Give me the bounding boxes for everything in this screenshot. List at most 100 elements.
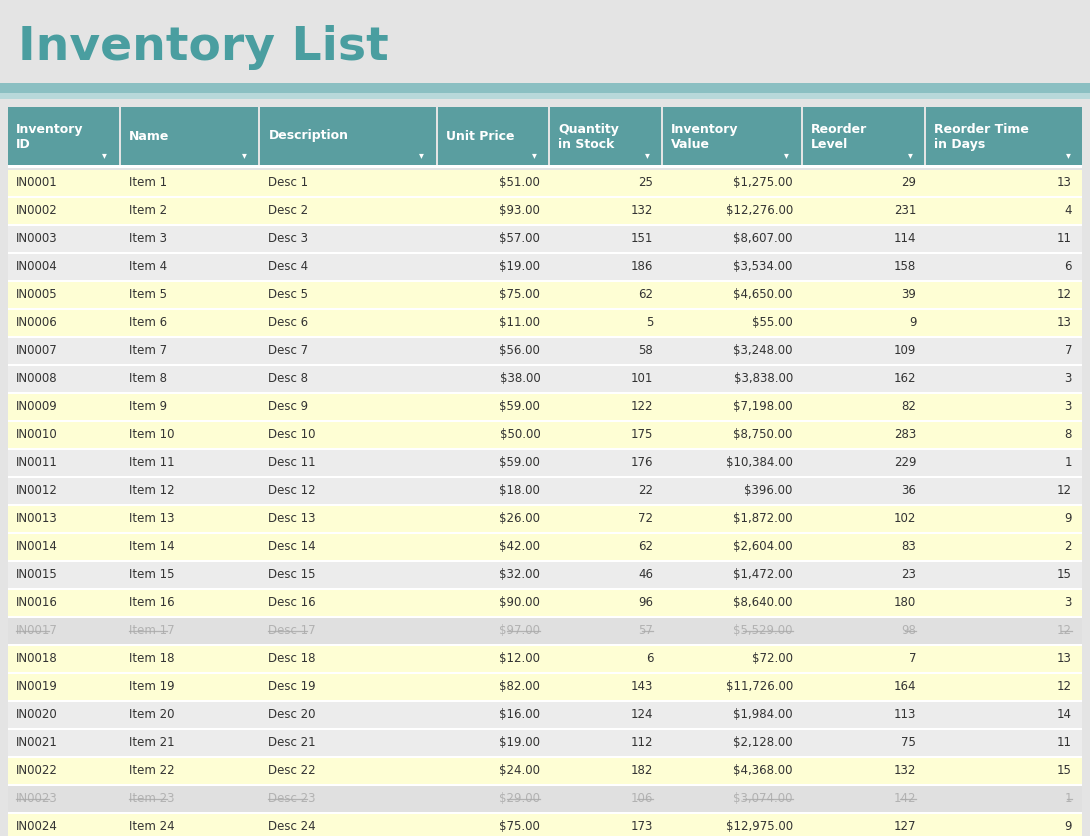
Text: Quantity: Quantity	[558, 123, 619, 135]
Bar	[802, 107, 924, 165]
Text: IN0001: IN0001	[16, 176, 58, 190]
Text: IN0022: IN0022	[16, 764, 58, 777]
Text: IN0009: IN0009	[16, 400, 58, 414]
Text: IN0004: IN0004	[16, 261, 58, 273]
Text: 158: 158	[894, 261, 917, 273]
Text: 58: 58	[639, 344, 653, 358]
Text: ▾: ▾	[102, 150, 107, 160]
Text: $16.00: $16.00	[499, 708, 541, 721]
Text: $1,872.00: $1,872.00	[734, 512, 792, 526]
Text: ▾: ▾	[532, 150, 536, 160]
Text: IN0005: IN0005	[16, 288, 58, 302]
Text: 229: 229	[894, 456, 917, 470]
Bar	[8, 784, 1082, 786]
Text: Desc 4: Desc 4	[268, 261, 308, 273]
Text: 13: 13	[1057, 176, 1071, 190]
Text: $26.00: $26.00	[499, 512, 541, 526]
Bar	[8, 196, 1082, 198]
Text: 6: 6	[645, 653, 653, 665]
Text: IN0010: IN0010	[16, 429, 58, 441]
Text: $11.00: $11.00	[499, 317, 541, 329]
Text: IN0012: IN0012	[16, 485, 58, 497]
Bar	[8, 532, 1082, 534]
Text: 127: 127	[894, 820, 917, 833]
Text: Desc 8: Desc 8	[268, 373, 308, 385]
Text: $32.00: $32.00	[499, 568, 541, 582]
Text: IN0019: IN0019	[16, 681, 58, 694]
Text: Desc 10: Desc 10	[268, 429, 316, 441]
Text: 3: 3	[1065, 597, 1071, 609]
Text: 132: 132	[631, 205, 653, 217]
Text: $8,607.00: $8,607.00	[734, 232, 792, 246]
Bar	[8, 674, 1082, 700]
Bar	[8, 226, 1082, 252]
Bar	[0, 93, 1090, 99]
Text: 13: 13	[1057, 317, 1071, 329]
Bar	[0, 83, 1090, 93]
Text: Desc 6: Desc 6	[268, 317, 308, 329]
Text: $50.00: $50.00	[499, 429, 541, 441]
Text: 112: 112	[631, 737, 653, 750]
Text: 142: 142	[894, 793, 917, 806]
Text: 3: 3	[1065, 373, 1071, 385]
Text: 102: 102	[894, 512, 917, 526]
Text: $42.00: $42.00	[499, 541, 541, 553]
Text: 164: 164	[894, 681, 917, 694]
Text: 62: 62	[638, 288, 653, 302]
Bar	[8, 282, 1082, 308]
Text: $8,750.00: $8,750.00	[734, 429, 792, 441]
Text: $56.00: $56.00	[499, 344, 541, 358]
Text: IN0021: IN0021	[16, 737, 58, 750]
Bar	[8, 786, 1082, 812]
Text: Item 8: Item 8	[129, 373, 167, 385]
Bar	[8, 478, 1082, 504]
Text: 12: 12	[1057, 681, 1071, 694]
Text: 15: 15	[1057, 764, 1071, 777]
Text: 39: 39	[901, 288, 917, 302]
Text: Level: Level	[811, 138, 848, 151]
Text: 98: 98	[901, 624, 917, 638]
Text: Item 16: Item 16	[129, 597, 174, 609]
Text: 22: 22	[638, 485, 653, 497]
Text: $12,276.00: $12,276.00	[726, 205, 792, 217]
Text: $1,275.00: $1,275.00	[734, 176, 792, 190]
Text: 1: 1	[1065, 793, 1071, 806]
Text: $11,726.00: $11,726.00	[726, 681, 792, 694]
Bar	[8, 590, 1082, 616]
Text: 180: 180	[894, 597, 917, 609]
Text: Item 10: Item 10	[129, 429, 174, 441]
Text: $1,984.00: $1,984.00	[734, 708, 792, 721]
Text: Item 7: Item 7	[129, 344, 167, 358]
Bar	[8, 422, 1082, 448]
Text: Item 18: Item 18	[129, 653, 174, 665]
Text: IN0007: IN0007	[16, 344, 58, 358]
Text: $4,650.00: $4,650.00	[734, 288, 792, 302]
Text: 283: 283	[894, 429, 917, 441]
Text: $55.00: $55.00	[752, 317, 792, 329]
Text: Desc 23: Desc 23	[268, 793, 316, 806]
Text: Item 24: Item 24	[129, 820, 174, 833]
Text: Item 9: Item 9	[129, 400, 167, 414]
Text: 75: 75	[901, 737, 917, 750]
Bar	[8, 756, 1082, 758]
Text: Description: Description	[268, 130, 349, 142]
Bar	[261, 107, 436, 165]
Bar	[8, 392, 1082, 394]
Bar	[8, 165, 1082, 168]
Text: Desc 16: Desc 16	[268, 597, 316, 609]
Text: $93.00: $93.00	[499, 205, 541, 217]
Bar	[8, 420, 1082, 422]
Text: Desc 24: Desc 24	[268, 820, 316, 833]
Text: Item 22: Item 22	[129, 764, 174, 777]
Text: Item 6: Item 6	[129, 317, 167, 329]
Text: IN0023: IN0023	[16, 793, 58, 806]
Text: 6: 6	[1065, 261, 1071, 273]
Bar	[8, 814, 1082, 836]
Text: 46: 46	[638, 568, 653, 582]
Text: $2,128.00: $2,128.00	[734, 737, 792, 750]
Text: IN0006: IN0006	[16, 317, 58, 329]
Text: IN0013: IN0013	[16, 512, 58, 526]
Text: $396.00: $396.00	[744, 485, 792, 497]
Text: IN0020: IN0020	[16, 708, 58, 721]
Text: 4: 4	[1065, 205, 1071, 217]
